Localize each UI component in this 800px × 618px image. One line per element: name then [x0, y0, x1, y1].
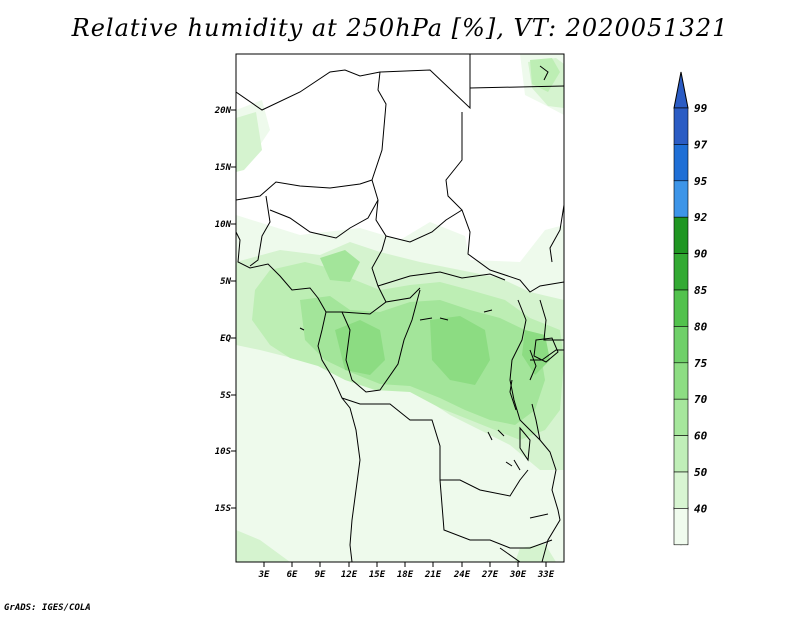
colorbar-swatch	[674, 144, 688, 180]
lon-label: 12E	[341, 570, 358, 580]
colorbar-swatch	[674, 472, 688, 508]
colorbar-label: 95	[694, 175, 708, 188]
colorbar-label: 85	[694, 284, 708, 297]
colorbar-swatch	[674, 363, 688, 399]
lat-label: EQ	[220, 334, 231, 344]
colorbar-label: 80	[694, 320, 708, 333]
colorbar-label: 99	[694, 102, 708, 115]
lon-label: 9E	[315, 570, 326, 580]
lon-label: 33E	[537, 570, 555, 580]
lat-label: 15S	[215, 504, 232, 514]
humidity-field	[236, 54, 564, 562]
colorbar-label: 70	[694, 393, 708, 406]
lon-label: 15E	[369, 570, 386, 580]
lat-axis: 20N 15N 10N 5N EQ 5S 10S 15S	[214, 106, 232, 514]
colorbar-swatch	[674, 181, 688, 217]
lon-label: 18E	[397, 570, 414, 580]
lat-label: 15N	[215, 163, 232, 173]
colorbar: 99 97 95 92 90 85 80 75 70 60 50 40	[674, 72, 708, 545]
grads-credit: GrADS: IGES/COLA	[4, 603, 91, 613]
lat-label: 10S	[215, 447, 232, 457]
colorbar-swatch	[674, 326, 688, 362]
lat-label: 5S	[220, 391, 231, 401]
lon-label: 24E	[453, 570, 471, 580]
colorbar-top-arrow	[674, 72, 688, 108]
colorbar-label: 75	[694, 357, 708, 370]
lon-label: 21E	[424, 570, 442, 580]
colorbar-swatch	[674, 508, 688, 544]
colorbar-label: 50	[694, 466, 708, 479]
lat-label: 10N	[215, 220, 232, 230]
lon-label: 6E	[287, 570, 298, 580]
colorbar-label: 92	[694, 211, 708, 224]
lat-label: 20N	[214, 106, 232, 116]
colorbar-label: 60	[694, 430, 708, 443]
colorbar-label: 97	[694, 138, 708, 151]
colorbar-swatch	[674, 108, 688, 144]
colorbar-swatch	[674, 254, 688, 290]
colorbar-swatch	[674, 399, 688, 435]
lat-ticks	[231, 110, 236, 508]
colorbar-swatch	[674, 290, 688, 326]
humidity-map: 20N 15N 10N 5N EQ 5S 10S 15S 3E 6E 9E 12…	[0, 0, 800, 618]
colorbar-swatch	[674, 436, 688, 472]
border	[236, 54, 470, 110]
colorbar-label: 40	[694, 502, 708, 515]
border	[236, 180, 372, 200]
lon-ticks	[264, 562, 546, 567]
lon-label: 27E	[481, 570, 499, 580]
lon-label: 3E	[258, 570, 270, 580]
lat-label: 5N	[220, 277, 231, 287]
lon-axis: 3E 6E 9E 12E 15E 18E 21E 24E 27E 30E 33E	[258, 570, 555, 580]
colorbar-label: 90	[694, 248, 708, 261]
lon-label: 30E	[509, 570, 527, 580]
colorbar-swatch	[674, 217, 688, 253]
